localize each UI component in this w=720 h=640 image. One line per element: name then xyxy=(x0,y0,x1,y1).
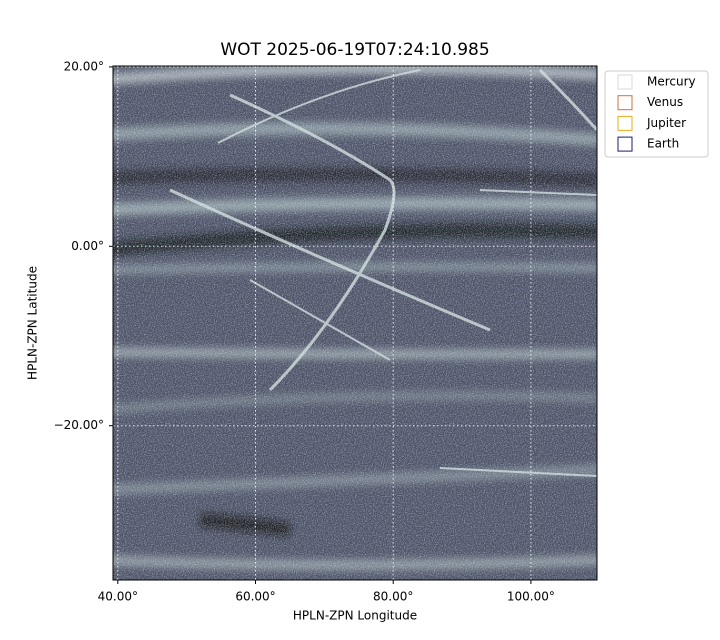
legend-label: Venus xyxy=(647,95,683,109)
plot-frame xyxy=(112,65,598,581)
x-tick-label: 40.00° xyxy=(98,590,138,604)
x-tick-label: 60.00° xyxy=(235,590,275,604)
legend-swatch xyxy=(617,74,633,90)
y-tick-label: −20.00° xyxy=(54,418,104,432)
x-tick-label: 80.00° xyxy=(373,590,413,604)
chart-title: WOT 2025-06-19T07:24:10.985 xyxy=(220,40,489,60)
legend-label: Jupiter xyxy=(646,116,686,130)
legend-swatch xyxy=(617,115,633,131)
legend-swatch xyxy=(617,136,633,152)
legend-label: Mercury xyxy=(647,75,696,89)
legend: Mercury Venus Jupiter Earth xyxy=(604,70,709,158)
y-tick-label: 0.00° xyxy=(71,239,104,253)
legend-swatch xyxy=(617,95,633,111)
x-tick-label: 100.00° xyxy=(507,590,555,604)
legend-label: Earth xyxy=(647,137,679,151)
x-axis-label: HPLN-ZPN Longitude xyxy=(293,609,417,623)
image xyxy=(113,66,597,580)
y-axis-label: HPLN-ZPN Latitude xyxy=(26,266,40,380)
y-tick-label: 20.00° xyxy=(64,59,104,73)
grid xyxy=(113,66,597,580)
legend-box xyxy=(604,70,709,158)
